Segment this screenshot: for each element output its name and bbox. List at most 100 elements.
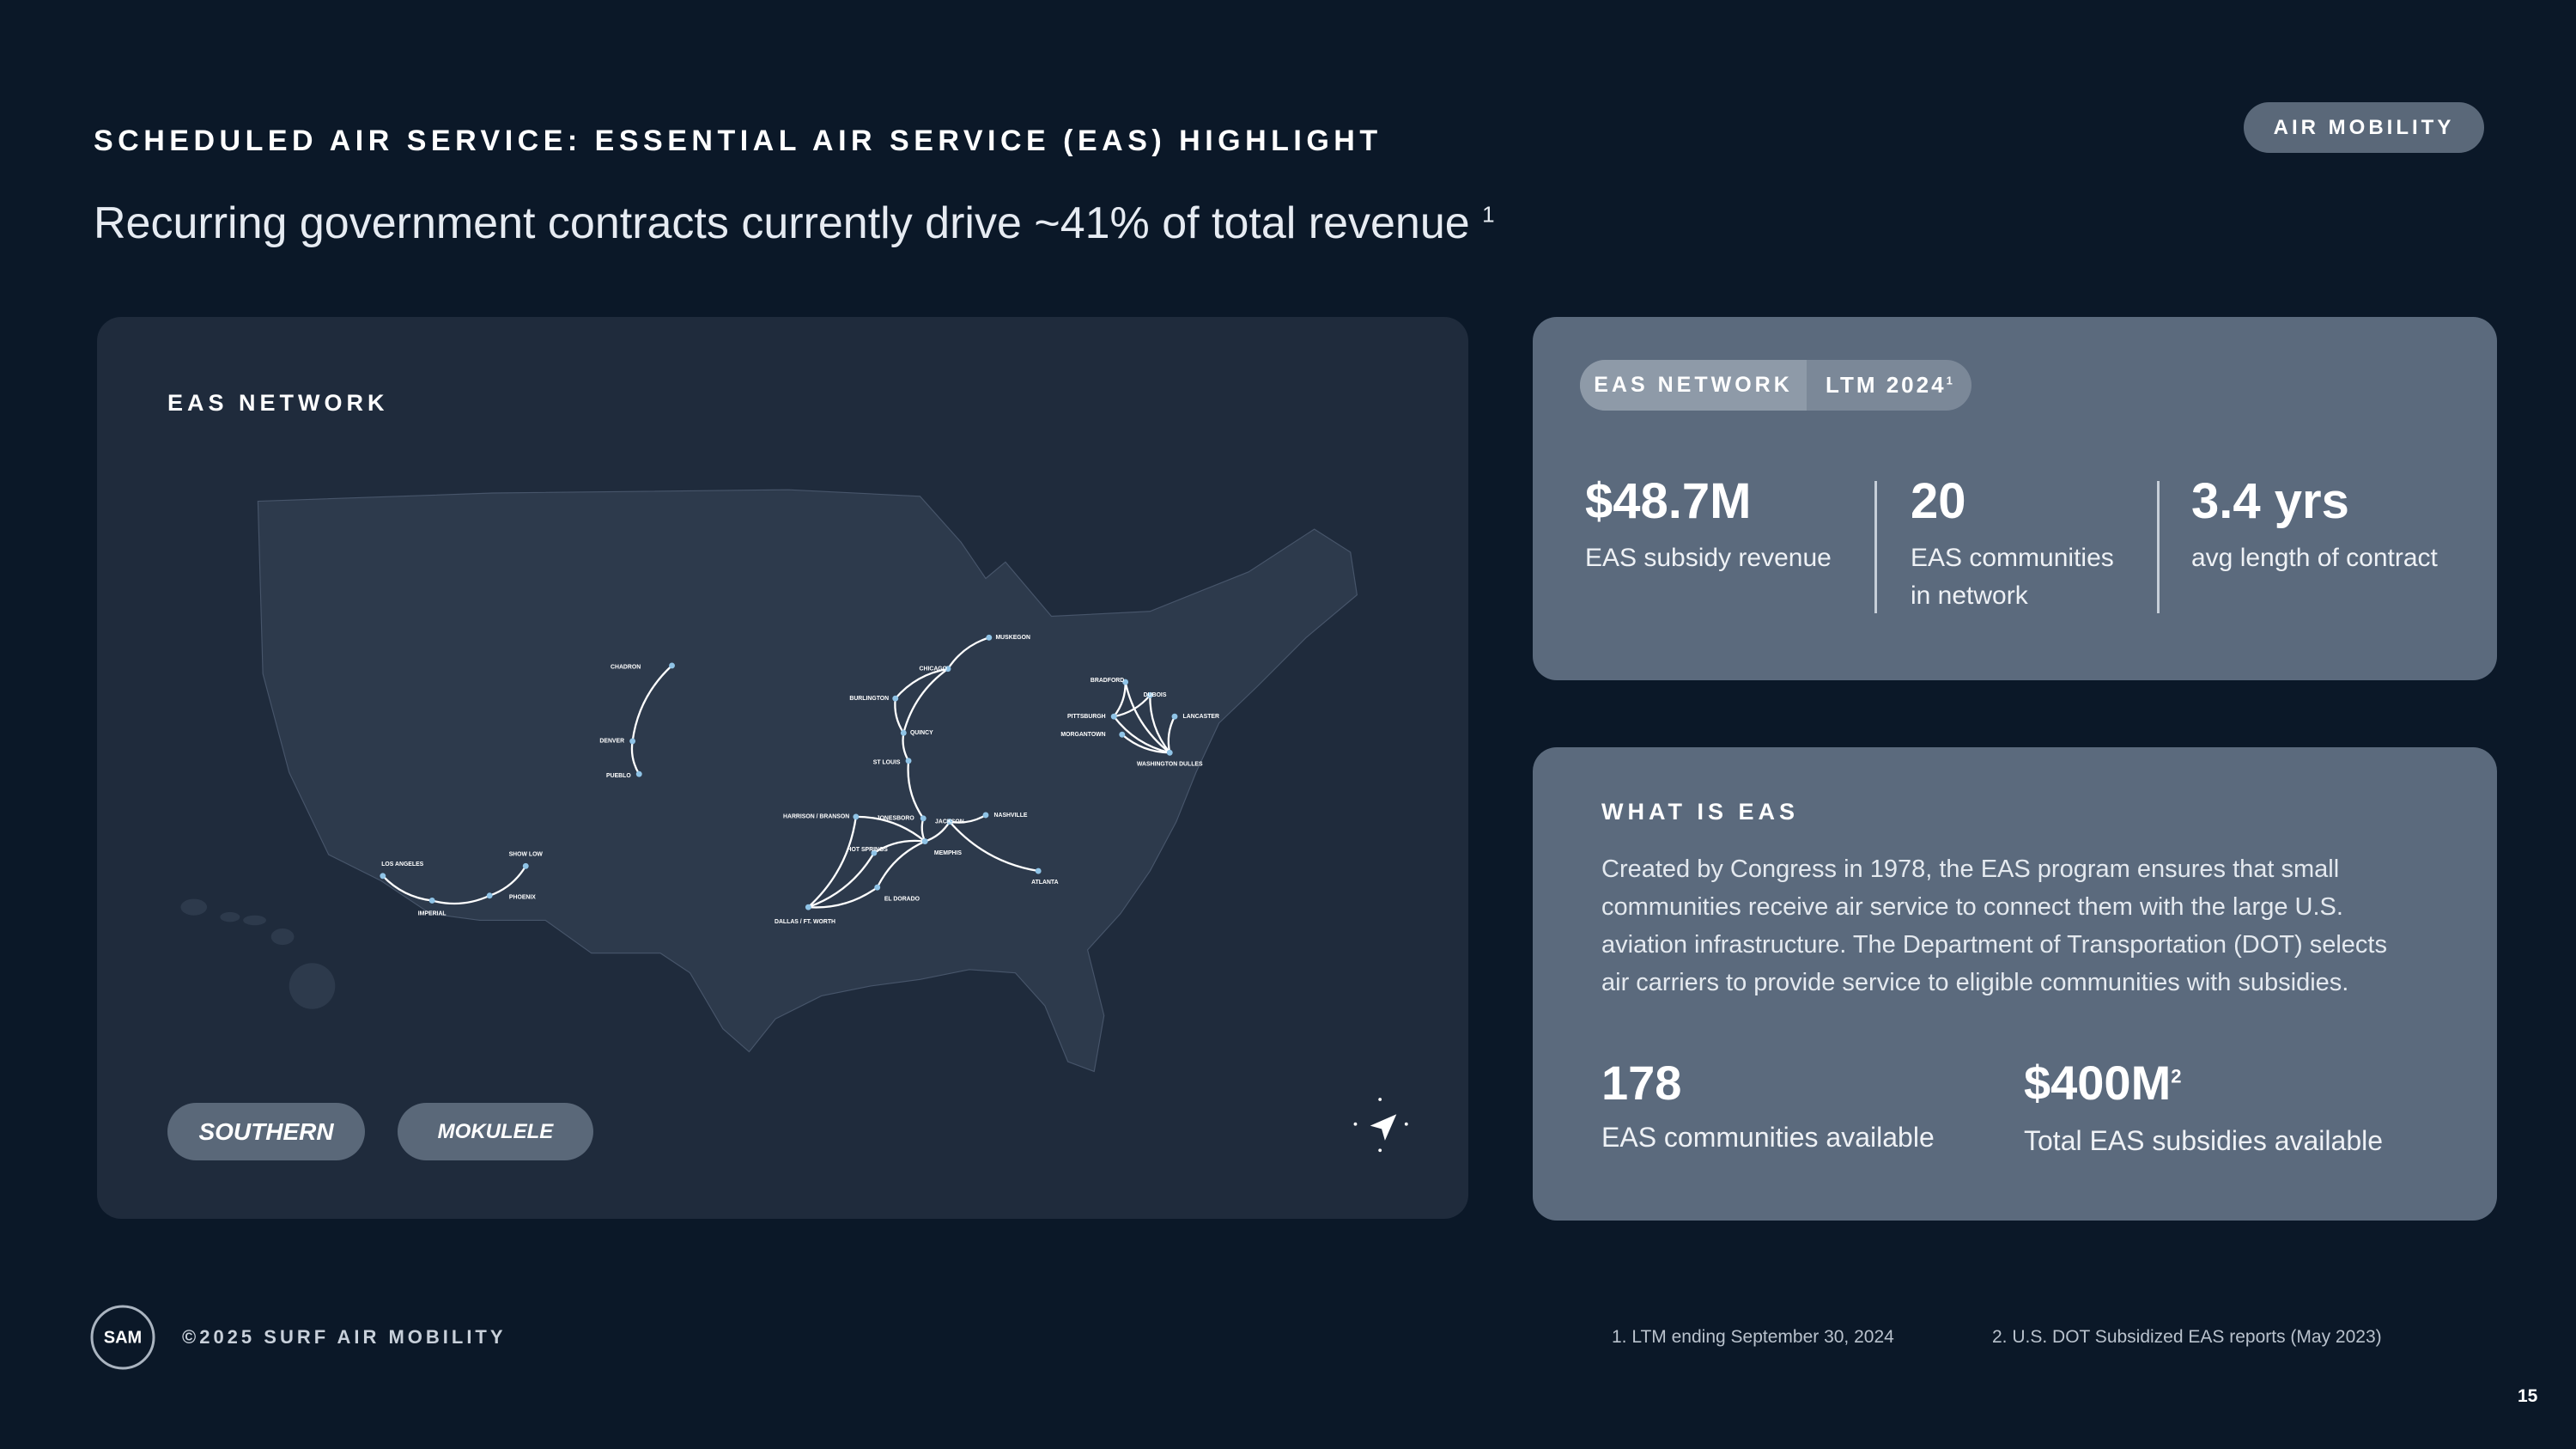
city-label: MORGANTOWN — [1060, 732, 1105, 738]
city-dot — [1146, 691, 1153, 698]
city-dot — [986, 634, 993, 641]
city-dot — [1171, 713, 1178, 720]
city-label: PUEBLO — [606, 773, 631, 779]
us-outline — [257, 489, 1358, 1073]
route — [902, 667, 949, 734]
stat-label: in network — [1911, 581, 2028, 610]
city-label: HARRISON / BRANSON — [783, 814, 849, 820]
body-line: Created by Congress in 1978, the EAS pro… — [1601, 855, 2340, 883]
footnote-ref: 1 — [1482, 201, 1495, 228]
subtitle-text: Recurring government contracts currently… — [94, 198, 1470, 248]
route — [894, 698, 905, 734]
city-dot — [946, 819, 953, 825]
city-dot — [892, 695, 899, 702]
footer-logo: SAM — [90, 1305, 155, 1370]
copyright: ©2025 SURF AIR MOBILITY — [182, 1326, 507, 1348]
stat-label: Total EAS subsidies available — [2024, 1125, 2384, 1156]
logo-text: SAM — [104, 1328, 142, 1347]
badge: AIR MOBILITY — [2244, 102, 2484, 153]
city-dot — [428, 898, 435, 904]
tab-pill: EAS NETWORK LTM 20241 — [1580, 360, 1971, 411]
city-dot — [486, 892, 493, 899]
city-dot — [635, 770, 642, 777]
route — [1121, 734, 1170, 754]
route — [631, 665, 673, 742]
divider — [1874, 481, 1877, 613]
route — [807, 852, 875, 909]
route — [807, 816, 857, 908]
route — [1113, 715, 1170, 754]
footnote-ref: 2 — [2171, 1065, 2182, 1087]
city-label: IMPERIAL — [418, 911, 447, 917]
route — [431, 894, 490, 905]
stat-label: EAS communities — [1911, 544, 2114, 572]
route — [1167, 715, 1176, 753]
city-dot — [900, 729, 907, 736]
route — [894, 667, 949, 699]
city-dot — [905, 758, 912, 764]
city-dot — [945, 666, 951, 673]
route — [949, 820, 1039, 873]
stat-value-text: $400M — [2024, 1056, 2172, 1110]
city-label: DALLAS / FT. WORTH — [775, 919, 835, 925]
route — [873, 839, 926, 854]
footnote: 2. U.S. DOT Subsidized EAS reports (May … — [1992, 1327, 2382, 1347]
route — [949, 814, 987, 824]
subtitle: Recurring government contracts currently… — [94, 198, 1495, 249]
footnote: 1. LTM ending September 30, 2024 — [1612, 1327, 1894, 1347]
city-label: DUBOIS — [1144, 692, 1167, 698]
city-dot — [1122, 679, 1129, 685]
city-dot — [982, 812, 989, 819]
city-label: QUINCY — [910, 730, 933, 736]
tab: EAS NETWORK — [1580, 360, 1807, 411]
city-dot — [874, 884, 881, 891]
city-label: PHOENIX — [509, 894, 536, 900]
city-dot — [853, 813, 860, 820]
stat-value: $400M2 — [2024, 1055, 2181, 1111]
city-label: NASHVILLE — [994, 813, 1028, 819]
logo: MOKULELE — [398, 1103, 593, 1160]
slide-title: SCHEDULED AIR SERVICE: ESSENTIAL AIR SER… — [94, 125, 1382, 157]
body-line: air carriers to provide service to eligi… — [1601, 969, 2349, 996]
city-label: MUSKEGON — [995, 635, 1030, 641]
route — [381, 874, 433, 902]
city-label: EL DORADO — [884, 896, 920, 902]
logo-ring — [90, 1305, 155, 1370]
tab: LTM 20241 — [1807, 372, 1955, 399]
route — [876, 840, 926, 888]
city-label: LOS ANGELES — [381, 861, 423, 868]
city-dot — [1166, 749, 1173, 756]
city-label: SHOW LOW — [509, 852, 544, 858]
route — [489, 865, 527, 897]
city-label: CHADRON — [611, 665, 641, 671]
stat-value: 3.4 yrs — [2191, 473, 2349, 529]
route — [947, 636, 990, 670]
map-title: EAS NETWORK — [167, 390, 389, 416]
city-label: MEMPHIS — [934, 850, 962, 856]
city-label: BRADFORD — [1091, 678, 1124, 684]
city-label: ATLANTA — [1031, 880, 1058, 886]
body-line: communities receive air service to conne… — [1601, 893, 2343, 921]
stat-value-text: 178 — [1601, 1056, 1682, 1110]
stat-label: EAS subsidy revenue — [1585, 544, 1832, 572]
city-label: ST LOUIS — [873, 760, 901, 766]
footnote-ref: 1 — [1946, 374, 1955, 387]
city-label: BURLINGTON — [849, 696, 889, 702]
city-dot — [805, 904, 811, 910]
city-dot — [669, 662, 675, 669]
city-label: LANCASTER — [1183, 714, 1219, 720]
city-label: JACKSON — [935, 819, 964, 825]
eas-card — [1533, 747, 2497, 1221]
city-dot — [629, 738, 636, 745]
city-label: DENVER — [599, 739, 624, 745]
city-dot — [920, 815, 927, 822]
hawaii — [180, 898, 336, 1009]
city-label: JONESBORO — [877, 816, 915, 822]
compass — [1353, 1098, 1408, 1153]
route — [855, 815, 926, 843]
logo-text: SOUTHERN — [198, 1117, 334, 1145]
eas-title: WHAT IS EAS — [1601, 799, 1799, 825]
city-label: HOT SPRINGS — [848, 847, 889, 853]
